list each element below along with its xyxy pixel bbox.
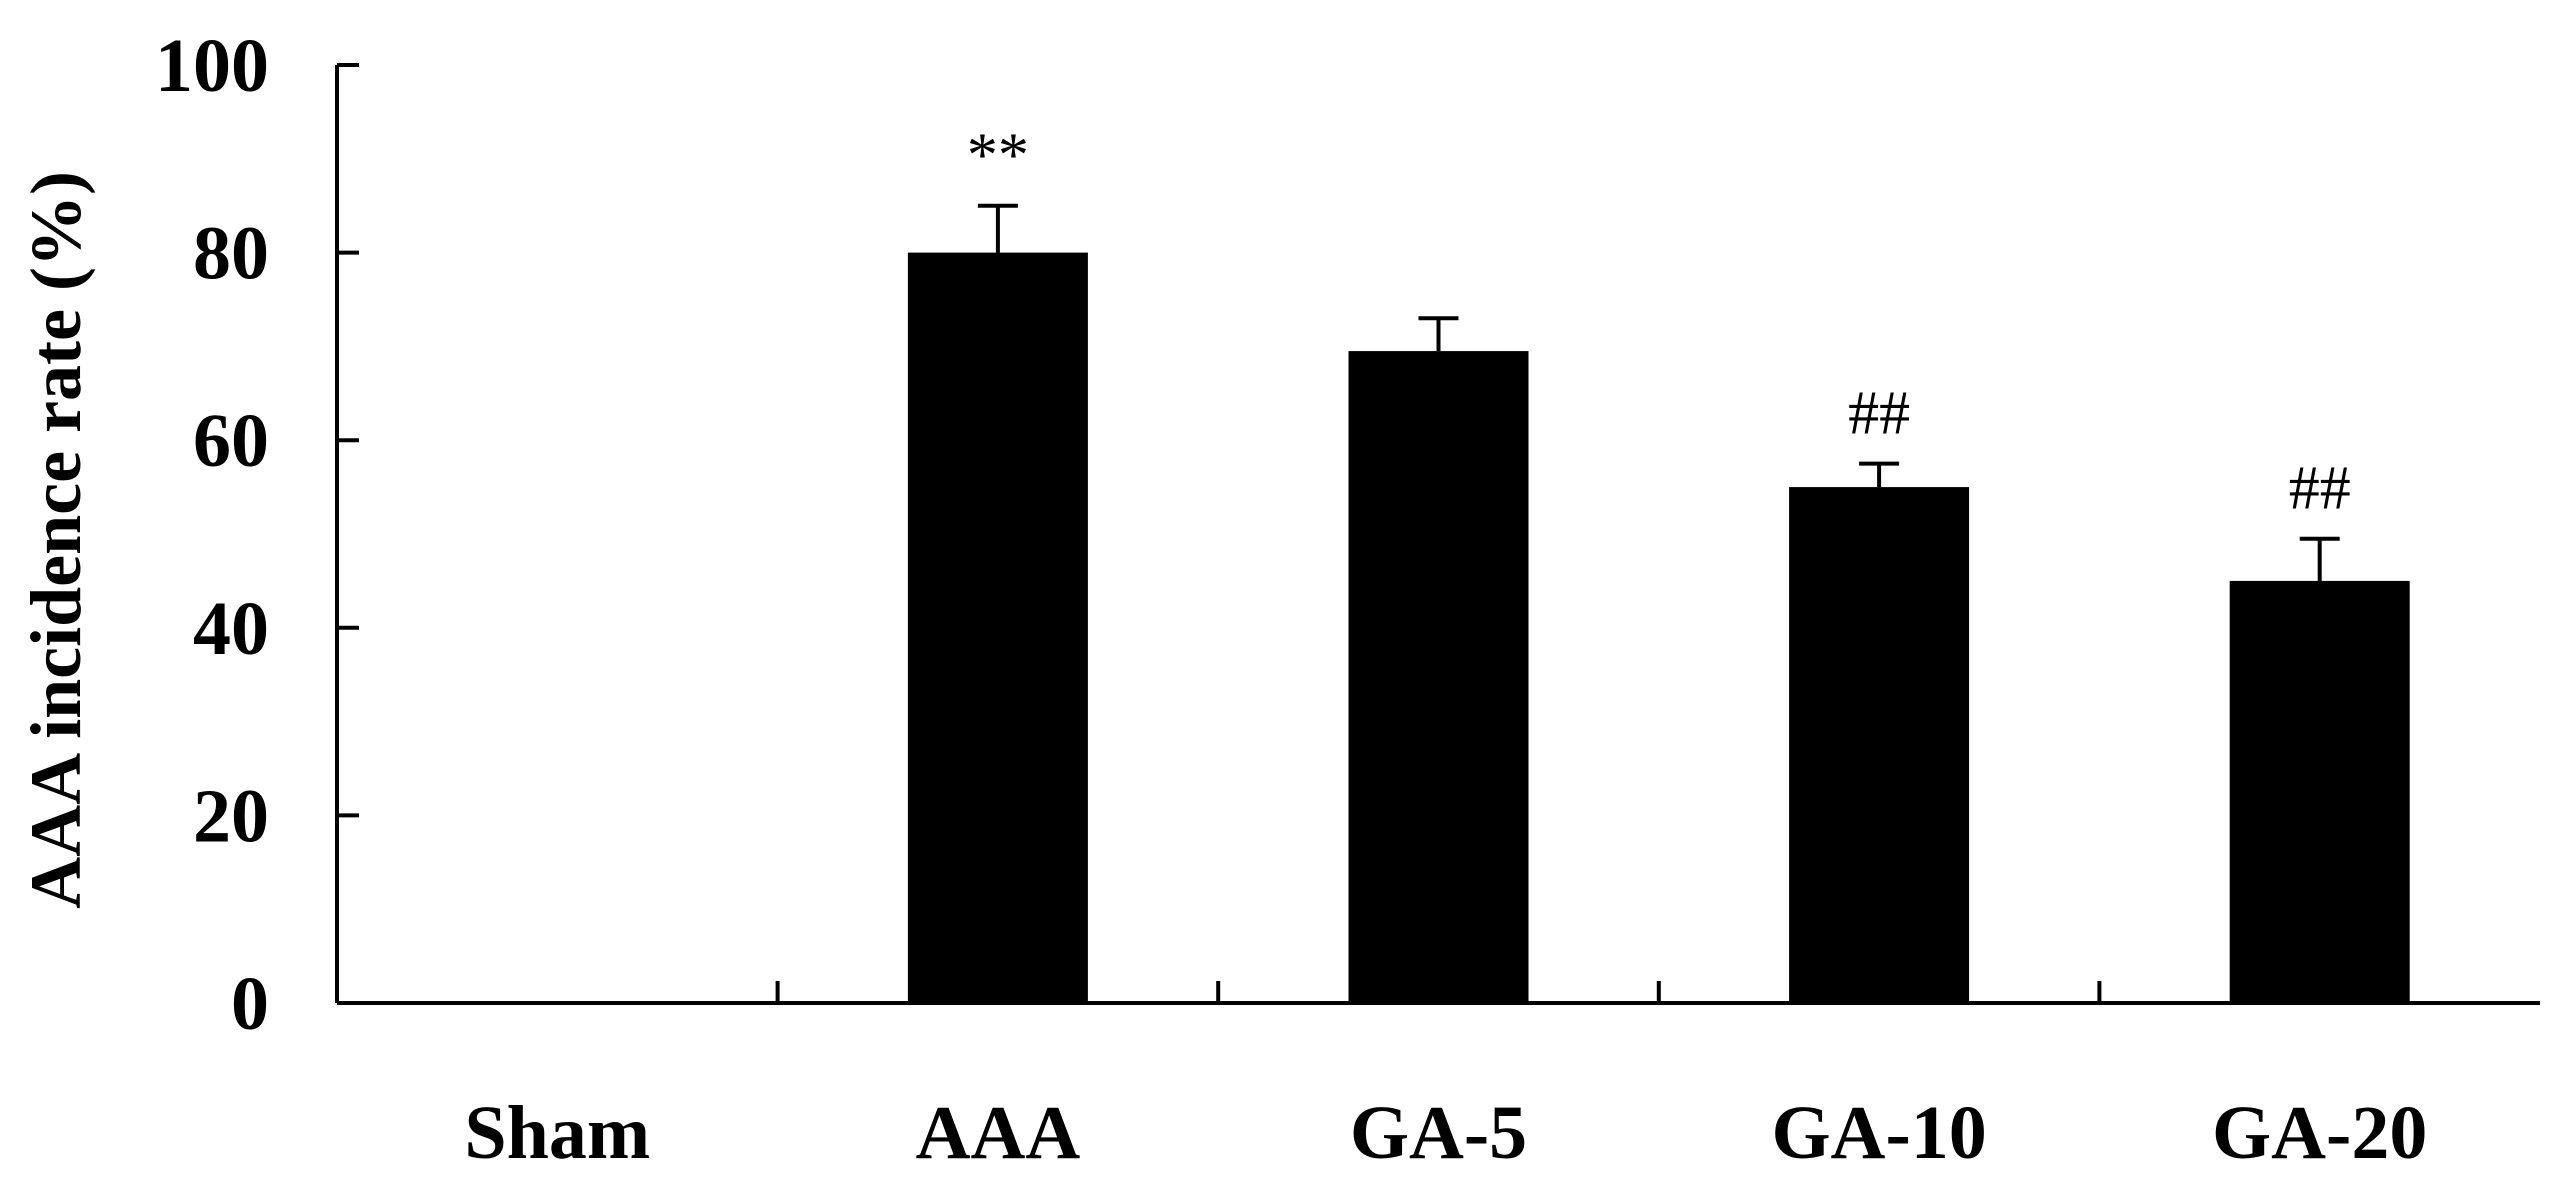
y-tick-label: 20 — [193, 774, 269, 858]
x-category-label: GA-5 — [1350, 1091, 1527, 1175]
y-tick-label: 100 — [155, 24, 269, 108]
bar-ga-5 — [1348, 351, 1529, 1004]
bar-ga-20 — [2229, 580, 2410, 1003]
significance-annotation: ## — [1848, 380, 1910, 448]
x-category-label: GA-10 — [1771, 1091, 1986, 1175]
significance-annotation: ## — [2289, 455, 2351, 523]
bar-aaa — [907, 252, 1088, 1004]
y-tick-label: 60 — [193, 399, 269, 483]
labels: 0 20 40 60 80 100 Sham ** AAA GA-5 ## GA-10 ## GA-20 — [155, 24, 2427, 1175]
significance-annotation: ** — [967, 122, 1029, 190]
y-axis-label: AAA incidence rate (%) — [16, 171, 96, 909]
x-category-label: AAA — [916, 1091, 1081, 1175]
y-tick-label: 0 — [231, 962, 269, 1046]
y-tick-label: 80 — [193, 212, 269, 296]
bar-ga-10 — [1789, 487, 1970, 1004]
y-tick-label: 40 — [193, 587, 269, 671]
bars — [907, 203, 2410, 1004]
x-category-label: GA-20 — [2212, 1091, 2427, 1175]
x-category-label: Sham — [464, 1091, 650, 1175]
